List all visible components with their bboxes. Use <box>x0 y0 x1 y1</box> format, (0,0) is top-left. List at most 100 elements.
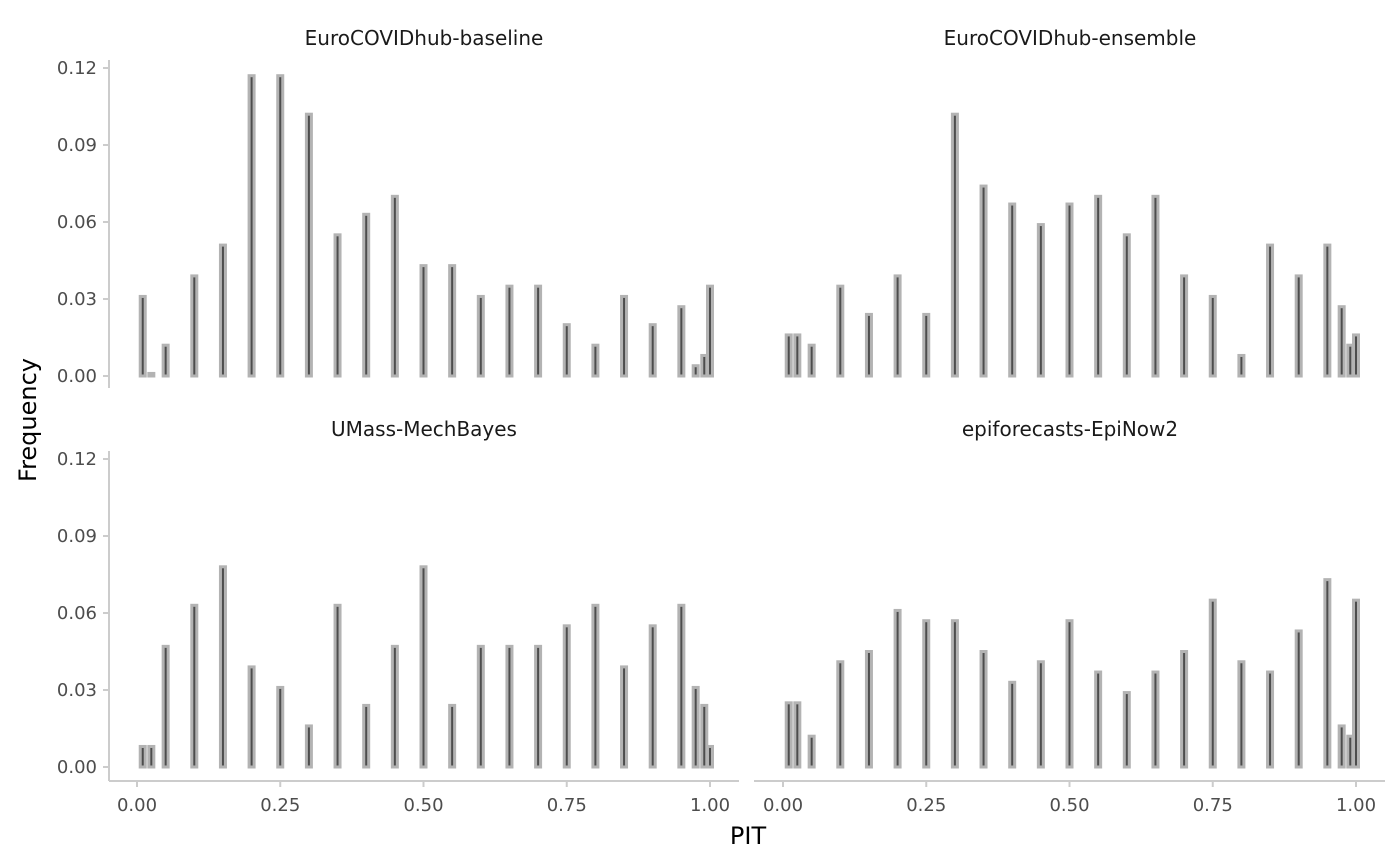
histogram-bar <box>161 343 170 378</box>
histogram-bar <box>448 264 457 378</box>
histogram-bar <box>1122 691 1131 769</box>
histogram-bar <box>247 74 256 378</box>
histogram-bar <box>218 565 227 769</box>
histogram-bar <box>1151 670 1160 769</box>
facet-panel: EuroCOVIDhub-ensemble <box>784 26 1360 378</box>
histogram-bar <box>864 650 873 769</box>
histogram-bar <box>476 644 485 769</box>
histogram-bar <box>793 701 802 769</box>
histogram-bar <box>893 274 902 378</box>
x-tick-label: 1.00 <box>1336 795 1376 816</box>
histogram-bar <box>784 701 793 769</box>
histogram-bar <box>1180 274 1189 378</box>
histogram-bar <box>591 603 600 769</box>
histogram-bar <box>138 744 147 769</box>
histogram-bar <box>390 194 399 378</box>
histogram-bar <box>390 644 399 769</box>
y-tick-label: 0.00 <box>57 366 97 387</box>
histogram-bar <box>784 333 793 378</box>
histogram-bar <box>793 333 802 378</box>
histogram-bar <box>807 734 816 769</box>
x-tick-label: 0.75 <box>547 795 587 816</box>
histogram-bar <box>1323 578 1332 769</box>
histogram-bar <box>950 112 959 378</box>
histogram-bar <box>677 305 686 378</box>
histogram-bar <box>864 312 873 378</box>
facet-panel: epiforecasts-EpiNow2 0.00 0.25 0.50 0.75 1.00 <box>754 417 1385 816</box>
histogram-bar <box>1151 194 1160 378</box>
histogram-bar <box>1065 619 1074 769</box>
histogram-bar <box>1122 233 1131 378</box>
histogram-bar <box>706 284 714 378</box>
histogram-bar <box>691 364 700 378</box>
x-tick-label: 0.50 <box>403 795 443 816</box>
y-tick-label: 0.03 <box>57 289 97 310</box>
x-tick-label: 1.00 <box>690 795 730 816</box>
histogram-bar <box>591 343 600 378</box>
histogram-bar <box>1036 660 1045 769</box>
histogram-bar <box>1180 650 1189 769</box>
histogram-bar <box>534 644 543 769</box>
histogram-bar <box>1323 243 1332 378</box>
histogram-bar <box>1294 274 1303 378</box>
histogram-bar <box>979 650 988 769</box>
histogram-bar <box>419 565 428 769</box>
y-tick-label: 0.12 <box>57 449 97 470</box>
x-tick-label: 0.00 <box>117 795 157 816</box>
histogram-bar <box>276 74 285 378</box>
histogram-bar <box>304 112 313 378</box>
histogram-bar <box>1237 660 1246 769</box>
histogram-bar <box>1008 202 1017 378</box>
histogram-bar <box>147 371 156 378</box>
histogram-bar <box>1352 333 1360 378</box>
y-tick-label: 0.09 <box>57 526 97 547</box>
facet-title: EuroCOVIDhub-ensemble <box>944 26 1197 50</box>
histogram-bar <box>1036 223 1045 378</box>
histogram-bar <box>620 294 629 378</box>
histogram-bar <box>979 184 988 378</box>
histogram-bar <box>1337 305 1346 378</box>
x-tick-label: 0.50 <box>1049 795 1089 816</box>
x-tick-label: 0.25 <box>260 795 300 816</box>
histogram-bar <box>276 685 285 769</box>
histogram-bar <box>1094 194 1103 378</box>
histogram-bar <box>922 312 931 378</box>
histogram-bar <box>333 233 342 378</box>
histogram-bar <box>893 608 902 769</box>
histogram-bar <box>691 685 700 769</box>
histogram-bar <box>648 624 657 769</box>
histogram-bar <box>950 619 959 769</box>
histogram-bar <box>138 294 147 378</box>
y-tick-label: 0.03 <box>57 680 97 701</box>
histogram-bar <box>1294 629 1303 769</box>
facet-panels: EuroCOVIDhub-baseline 0.00 0.03 0.06 0.09 0.1… <box>57 26 1385 816</box>
histogram-bar <box>161 644 170 769</box>
y-tick-label: 0.00 <box>57 757 97 778</box>
facet-panel: EuroCOVIDhub-baseline 0.00 0.03 0.06 0.09 0.1… <box>57 26 714 388</box>
histogram-bar <box>706 744 714 769</box>
histogram-bar <box>247 665 256 769</box>
histogram-bar <box>648 323 657 378</box>
histogram-bar <box>1337 724 1346 769</box>
histogram-bar <box>562 624 571 769</box>
histogram-bar <box>700 703 709 769</box>
histogram-bar <box>1208 294 1217 378</box>
histogram-bar <box>448 703 457 769</box>
y-tick-label: 0.06 <box>57 603 97 624</box>
histogram-bar <box>1094 670 1103 769</box>
histogram-bar <box>807 343 816 378</box>
histogram-bar <box>333 603 342 769</box>
facet-title: epiforecasts-EpiNow2 <box>962 417 1178 441</box>
y-tick-label: 0.09 <box>57 135 97 156</box>
histogram-bar <box>1352 598 1360 769</box>
histogram-bar <box>190 603 199 769</box>
histogram-bar <box>677 603 686 769</box>
y-axis-title: Frequency <box>14 358 42 482</box>
histogram-bar <box>190 274 199 378</box>
histogram-bar <box>534 284 543 378</box>
x-tick-label: 0.00 <box>763 795 803 816</box>
histogram-bar <box>620 665 629 769</box>
x-tick-label: 0.25 <box>906 795 946 816</box>
histogram-bar <box>147 744 156 769</box>
